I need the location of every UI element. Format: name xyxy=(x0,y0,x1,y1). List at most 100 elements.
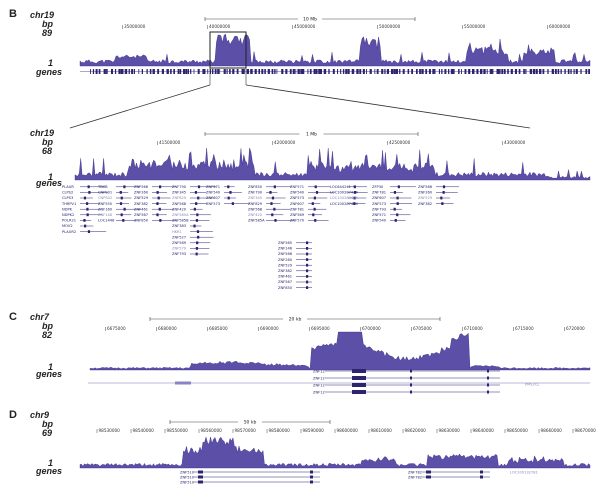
ruler-c-tick-label: 6700000 xyxy=(362,326,381,331)
gene-name-zoom: PLAUR2 xyxy=(62,230,76,234)
gene-exon-d xyxy=(198,480,203,484)
gene-name-zoom: TBCB xyxy=(97,185,108,189)
gene-exon-d xyxy=(310,470,313,474)
ruler-d-tick-label: 98570000 xyxy=(235,428,257,433)
gene-name-zoom-stack: ZNF146 xyxy=(278,247,293,251)
gene-name-zoom: ZNF569 xyxy=(172,241,187,245)
gene-name-zoom: CNPS01 xyxy=(98,191,112,195)
gene-name-zoom: ZNF529 xyxy=(134,196,149,200)
ruler-b-tick-label: 45000000 xyxy=(294,24,316,29)
gene-exon-zoom xyxy=(314,219,317,222)
coverage-zoom xyxy=(74,147,591,181)
ruler-b-tick-label: 55000000 xyxy=(464,24,486,29)
unit-label-0: bp xyxy=(42,19,53,29)
gene-exon-zoom xyxy=(313,196,316,200)
gene-exon-zoom xyxy=(394,219,397,222)
ruler-c-tick-label: 6690000 xyxy=(260,326,279,331)
gene-exon-zoom xyxy=(157,196,160,200)
gene-name-zoom: ZNF529 xyxy=(418,196,433,200)
gene-exon-zoom xyxy=(83,219,86,222)
gene-exon-d xyxy=(310,480,313,484)
gene-exon-c xyxy=(352,376,366,380)
gene-exon-zoom xyxy=(119,191,122,194)
gene-exon-zoom xyxy=(397,185,400,189)
gene-exon-zoom xyxy=(193,224,196,228)
gene-exon-c xyxy=(410,369,412,373)
gene-exon-c xyxy=(487,390,489,394)
gene-name-zoom: ZNF829 xyxy=(172,196,187,200)
scale-c-label: 20 kb xyxy=(289,317,302,323)
gene-name-zoom-stack: ZNF850 xyxy=(278,286,293,290)
gene-exon-d xyxy=(198,470,203,474)
gene-exon-c xyxy=(487,369,489,373)
gene-exon-c xyxy=(352,390,366,394)
gene-name-zoom: ZNF607 xyxy=(372,196,386,200)
gene-exon-zoom xyxy=(227,185,230,189)
gene-exon-zoom xyxy=(123,185,126,189)
gene-name-zoom: ZNF850 xyxy=(134,219,149,223)
gene-name-c: ZNF12 xyxy=(313,384,325,388)
gene-name-zoom: ZNF571 xyxy=(206,185,220,189)
gene-name-zoom: ZNF345 xyxy=(248,196,262,200)
ruler-c-tick-label: 6675000 xyxy=(107,326,126,331)
gene-exon-zoom xyxy=(442,191,445,194)
gene-exon-zoom xyxy=(312,213,315,217)
gene-exon-zoom xyxy=(441,202,444,205)
gene-exon-zoom-stack xyxy=(306,247,309,250)
gene-name-d: ZNF510 xyxy=(180,480,195,484)
coverage-b xyxy=(79,33,591,67)
gene-exon-zoom xyxy=(196,241,199,245)
gene-name-zoom: LOC100287434 xyxy=(330,196,359,200)
ruler-d-tick-label: 98650000 xyxy=(507,428,529,433)
gene-exon-c xyxy=(410,376,412,380)
gene-exon-zoom xyxy=(120,196,123,200)
gene-name-zoom: ZNF781 xyxy=(372,191,386,195)
gene-exon-zoom xyxy=(197,196,200,200)
gene-name-zoom: ZFP30 xyxy=(372,185,384,189)
gene-exon-zoom xyxy=(229,191,232,194)
scale-c-label-bg xyxy=(283,315,307,321)
gene-name-zoom: ZNF540 xyxy=(372,219,387,223)
gene-exon-zoom xyxy=(442,185,446,189)
gene-exon-zoom xyxy=(195,247,199,250)
ruler-zoom-tick-label: 42500000 xyxy=(389,140,411,145)
gene-exon-zoom xyxy=(156,191,159,194)
ruler-d-tick-label: 98590000 xyxy=(303,428,325,433)
unit-label-3: bp xyxy=(42,419,53,429)
gene-name-zoom: LOC100287434 xyxy=(330,191,359,195)
gene-exon-zoom xyxy=(197,235,200,239)
ruler-d-tick-label: 98600000 xyxy=(337,428,359,433)
gene-exon-d xyxy=(426,470,431,474)
gene-exon-zoom-stack xyxy=(306,258,309,261)
gene-name-d: ZNF510 xyxy=(180,470,195,474)
ruler-c-tick-label: 6720000 xyxy=(566,326,585,331)
ruler-c-tick-label: 6705000 xyxy=(413,326,432,331)
gene-exon-d xyxy=(480,475,483,479)
gene-name-c: ZNF12 xyxy=(313,370,325,374)
chrom-label-3: chr9 xyxy=(30,410,49,420)
chrom-label-0: chr19 xyxy=(30,10,54,20)
gene-exon-zoom xyxy=(194,191,198,194)
gene-exon-zoom-stack xyxy=(306,252,309,256)
gene-exon-zoom xyxy=(85,202,89,205)
gene-name-zoom: ZNF461 xyxy=(134,207,148,211)
gene-exon-d xyxy=(480,470,483,474)
gene-exon-zoom xyxy=(156,213,159,217)
gene-name-zoom: ZNF527 xyxy=(172,235,186,239)
gene-exon-zoom xyxy=(87,185,90,189)
gene-name-zoom: ZNF568 xyxy=(248,207,263,211)
gene-exon-zoom xyxy=(86,207,89,211)
gene-exon-zoom-stack xyxy=(306,286,309,289)
gene-name-c: PMS2CL xyxy=(525,383,539,387)
gene-name-zoom: ZNF345 xyxy=(172,191,186,195)
gene-name-zoom: MOV2 xyxy=(62,224,73,228)
ruler-d-tick-label: 98630000 xyxy=(439,428,461,433)
gene-name-zoom: ZNF567 xyxy=(134,213,148,217)
gene-name-zoom: ZNF607 xyxy=(206,196,220,200)
gene-exon-zoom xyxy=(159,219,162,222)
gene-exon-c xyxy=(410,390,412,394)
max-value-label-3: 69 xyxy=(42,428,52,438)
gene-name-zoom: NDPK2 xyxy=(62,213,74,217)
gene-exon-zoom xyxy=(196,230,200,233)
gene-exon-c-long xyxy=(175,381,191,385)
